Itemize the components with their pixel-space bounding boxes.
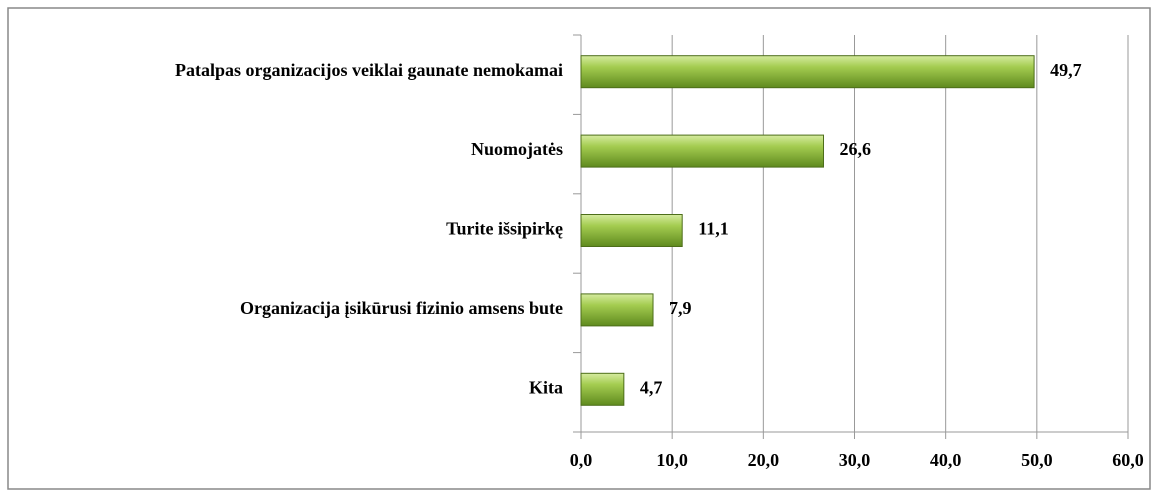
x-tick-label: 50,0 bbox=[1021, 450, 1053, 470]
data-label: 49,7 bbox=[1050, 60, 1082, 80]
bar bbox=[580, 293, 654, 327]
y-tick-label: Organizacija įsikūrusi fizinio amsens bu… bbox=[240, 298, 563, 318]
bar bbox=[580, 55, 1035, 89]
bar bbox=[580, 214, 683, 247]
y-tick-label: Patalpas organizacijos veiklai gaunate n… bbox=[175, 60, 563, 80]
data-label: 11,1 bbox=[698, 219, 729, 239]
bar bbox=[580, 372, 625, 406]
y-tick-label: Kita bbox=[529, 377, 563, 397]
data-label: 4,7 bbox=[640, 377, 663, 397]
x-tick-label: 40,0 bbox=[930, 450, 962, 470]
x-tick-label: 30,0 bbox=[839, 450, 871, 470]
data-label: 7,9 bbox=[669, 298, 692, 318]
x-tick-label: 10,0 bbox=[656, 450, 688, 470]
data-label: 26,6 bbox=[840, 139, 872, 159]
bar bbox=[580, 134, 825, 168]
y-tick-label: Nuomojatės bbox=[471, 139, 563, 159]
x-tick-label: 60,0 bbox=[1112, 450, 1144, 470]
y-tick-label: Turite išsipirkę bbox=[446, 219, 563, 239]
x-tick-label: 20,0 bbox=[748, 450, 780, 470]
x-tick-label: 0,0 bbox=[570, 450, 593, 470]
